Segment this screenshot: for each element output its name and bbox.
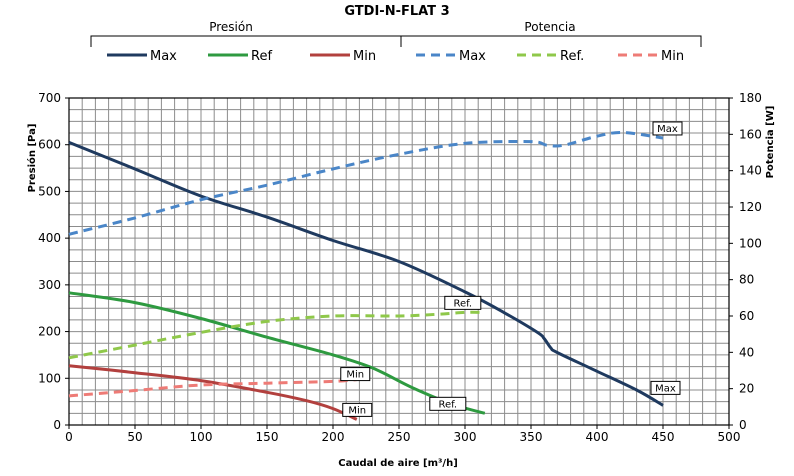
x-axis-label: Caudal de aire [m³/h]	[338, 458, 458, 469]
y-left-tick-label: 300	[38, 278, 61, 292]
x-tick-label: 0	[65, 430, 73, 444]
y-axis-left-label: Presión [Pa]	[26, 124, 38, 193]
y-right-tick-label: 160	[739, 127, 762, 141]
y-right-tick-label: 60	[739, 309, 754, 323]
x-tick-label: 500	[718, 430, 741, 444]
y-right-tick-label: 40	[739, 345, 754, 359]
annotation-label: Max	[657, 124, 678, 135]
y-left-tick-label: 100	[38, 371, 61, 385]
x-tick-label: 300	[454, 430, 477, 444]
chart-title: GTDI-N-FLAT 3	[344, 4, 449, 19]
annotation-label: Ref.	[453, 298, 472, 309]
legend-label: Max	[150, 49, 177, 64]
series-line-presion-max	[68, 141, 664, 407]
series-line-potencia-max	[68, 130, 664, 236]
legend-group-title: Presión	[209, 20, 253, 34]
y-axis-right-label: Potencia [W]	[765, 106, 776, 179]
legend-group-title: Potencia	[524, 20, 575, 34]
annotations: Max Max Ref. Ref. Min Min	[340, 121, 683, 417]
x-tick-label: 50	[127, 430, 142, 444]
annotation-box	[340, 367, 371, 382]
legend: Presión Max Ref Min Potencia Max Ref. Min	[90, 20, 702, 64]
annotation-box	[444, 295, 482, 310]
legend-label: Ref	[251, 49, 272, 64]
plot-grid	[68, 97, 730, 426]
series-line-potencia-ref	[68, 310, 485, 360]
y-right-tick-label: 140	[739, 164, 762, 178]
y-left-tick-label: 0	[53, 418, 61, 432]
legend-bracket	[90, 35, 402, 47]
annotation-box	[652, 121, 683, 136]
annotation-box	[342, 402, 373, 417]
y-left-tick-label: 600	[38, 138, 61, 152]
y-left-tick-label: 200	[38, 325, 61, 339]
annotation-label: Max	[655, 383, 676, 394]
legend-label: Ref.	[560, 49, 584, 64]
x-tick-label: 150	[256, 430, 279, 444]
legend-label: Min	[661, 49, 684, 64]
x-tick-label: 350	[520, 430, 543, 444]
y-right-tick-label: 0	[739, 418, 747, 432]
legend-bracket	[400, 35, 702, 47]
y-left-tick-label: 400	[38, 231, 61, 245]
annotation-label: Min	[346, 370, 364, 381]
annotation-label: Ref.	[438, 399, 457, 410]
y-right-tick-label: 20	[739, 382, 754, 396]
tick-labels: 0 50 100 150 200 250 300 350 400 450 5000100200300…	[38, 91, 762, 444]
x-tick-label: 100	[190, 430, 213, 444]
legend-label: Min	[353, 49, 376, 64]
y-left-tick-label: 700	[38, 91, 61, 105]
x-tick-label: 250	[388, 430, 411, 444]
x-tick-label: 400	[586, 430, 609, 444]
legend-label: Max	[459, 49, 486, 64]
x-tick-label: 450	[652, 430, 675, 444]
series-line-presion-min	[68, 364, 358, 421]
annotation-label: Min	[348, 405, 366, 416]
annotation-box	[429, 396, 467, 411]
x-tick-label: 200	[322, 430, 345, 444]
annotation-box	[650, 380, 681, 395]
y-right-tick-label: 80	[739, 273, 754, 287]
y-right-tick-label: 180	[739, 91, 762, 105]
y-left-tick-label: 500	[38, 184, 61, 198]
y-right-tick-label: 100	[739, 236, 762, 250]
y-right-tick-label: 120	[739, 200, 762, 214]
